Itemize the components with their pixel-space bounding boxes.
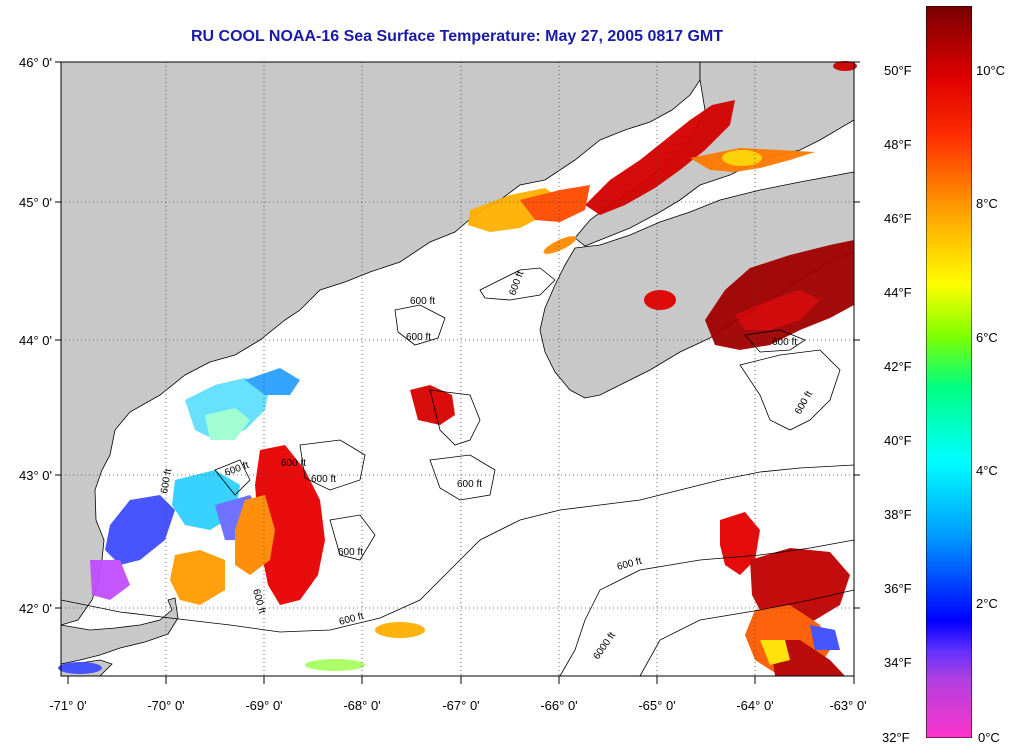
isobath-label: 600 ft (410, 296, 435, 307)
map-frame (60, 61, 855, 677)
sst-patch (305, 659, 365, 671)
lon-label: -71° 0' (49, 698, 86, 713)
colorbar-f-label: 32°F (882, 730, 910, 745)
sst-patch (185, 378, 270, 440)
colorbar-f-label: 50°F (884, 63, 912, 78)
colorbar-c-label: 8°C (976, 196, 998, 211)
sst-patch (585, 100, 735, 215)
lon-label: -65° 0' (638, 698, 675, 713)
lon-label: -68° 0' (343, 698, 380, 713)
colorbar-c-label: 6°C (976, 330, 998, 345)
sst-patch (105, 495, 175, 565)
sst-patch (735, 290, 820, 330)
isobath-label: 600 ft (159, 468, 174, 495)
isobath-layer (60, 267, 855, 677)
colorbar-f-label: 38°F (884, 507, 912, 522)
sst-patch (235, 495, 275, 575)
sst-patch (520, 185, 590, 222)
colorbar-c-label: 10°C (976, 63, 1006, 78)
isobath-label: 600 ft (457, 479, 482, 490)
colorbar-c-label: 0°C (978, 730, 1000, 745)
sst-patch (722, 150, 762, 166)
colorbar-c-label: 2°C (976, 596, 998, 611)
sst-patch (255, 445, 325, 605)
isobath-label: 600 ft (281, 458, 306, 469)
sst-patch (205, 408, 250, 440)
sst-patch (833, 61, 857, 71)
lon-label: -70° 0' (147, 698, 184, 713)
isobath-label: 600 ft (772, 337, 797, 348)
map-title: RU COOL NOAA-16 Sea Surface Temperature:… (190, 28, 724, 45)
graticule (61, 62, 854, 676)
sst-patch (58, 662, 102, 674)
colorbar-f-label: 46°F (884, 211, 912, 226)
lon-label: -69° 0' (245, 698, 282, 713)
lon-label: -63° 0' (829, 698, 866, 713)
colorbar-f-label: 48°F (884, 137, 912, 152)
lat-label: 43° 0' (19, 468, 52, 483)
colorbar-c-label: 4°C (976, 463, 998, 478)
sst-patch (543, 236, 577, 254)
lat-label: 46° 0' (19, 55, 52, 70)
sst-patch (770, 640, 845, 676)
lon-label: -66° 0' (540, 698, 577, 713)
sst-patch (245, 368, 300, 395)
sst-patch (810, 625, 840, 650)
land-cape-cod (60, 597, 179, 665)
lat-label: 44° 0' (19, 333, 52, 348)
sst-layer (58, 61, 857, 676)
lon-label: -67° 0' (442, 698, 479, 713)
sst-patch (644, 290, 676, 310)
isobath-label: 600 ft (338, 547, 363, 558)
colorbar-f-label: 34°F (884, 655, 912, 670)
sst-patch (90, 560, 130, 600)
colorbar-f-label: 40°F (884, 433, 912, 448)
sst-patch (170, 550, 225, 605)
lat-label: 42° 0' (19, 601, 52, 616)
isobath-label: 600 ft (311, 474, 336, 485)
axis-ticks (55, 61, 860, 684)
sst-patch (410, 385, 455, 425)
colorbar-f-label: 44°F (884, 285, 912, 300)
isobath-label: 600 ft (406, 332, 431, 343)
colorbar-f-label: 36°F (884, 581, 912, 596)
sst-map: 600 ft 600 ft 600 ft 600 ft 600 ft 600 f… (19, 55, 867, 713)
sst-patch (720, 512, 760, 575)
colorbar-f-label: 42°F (884, 359, 912, 374)
land-new-england (60, 61, 701, 626)
sst-patch (760, 640, 790, 665)
lon-label: -64° 0' (736, 698, 773, 713)
sst-patch (375, 622, 425, 638)
lat-label: 45° 0' (19, 195, 52, 210)
colorbar-gradient (926, 6, 972, 738)
